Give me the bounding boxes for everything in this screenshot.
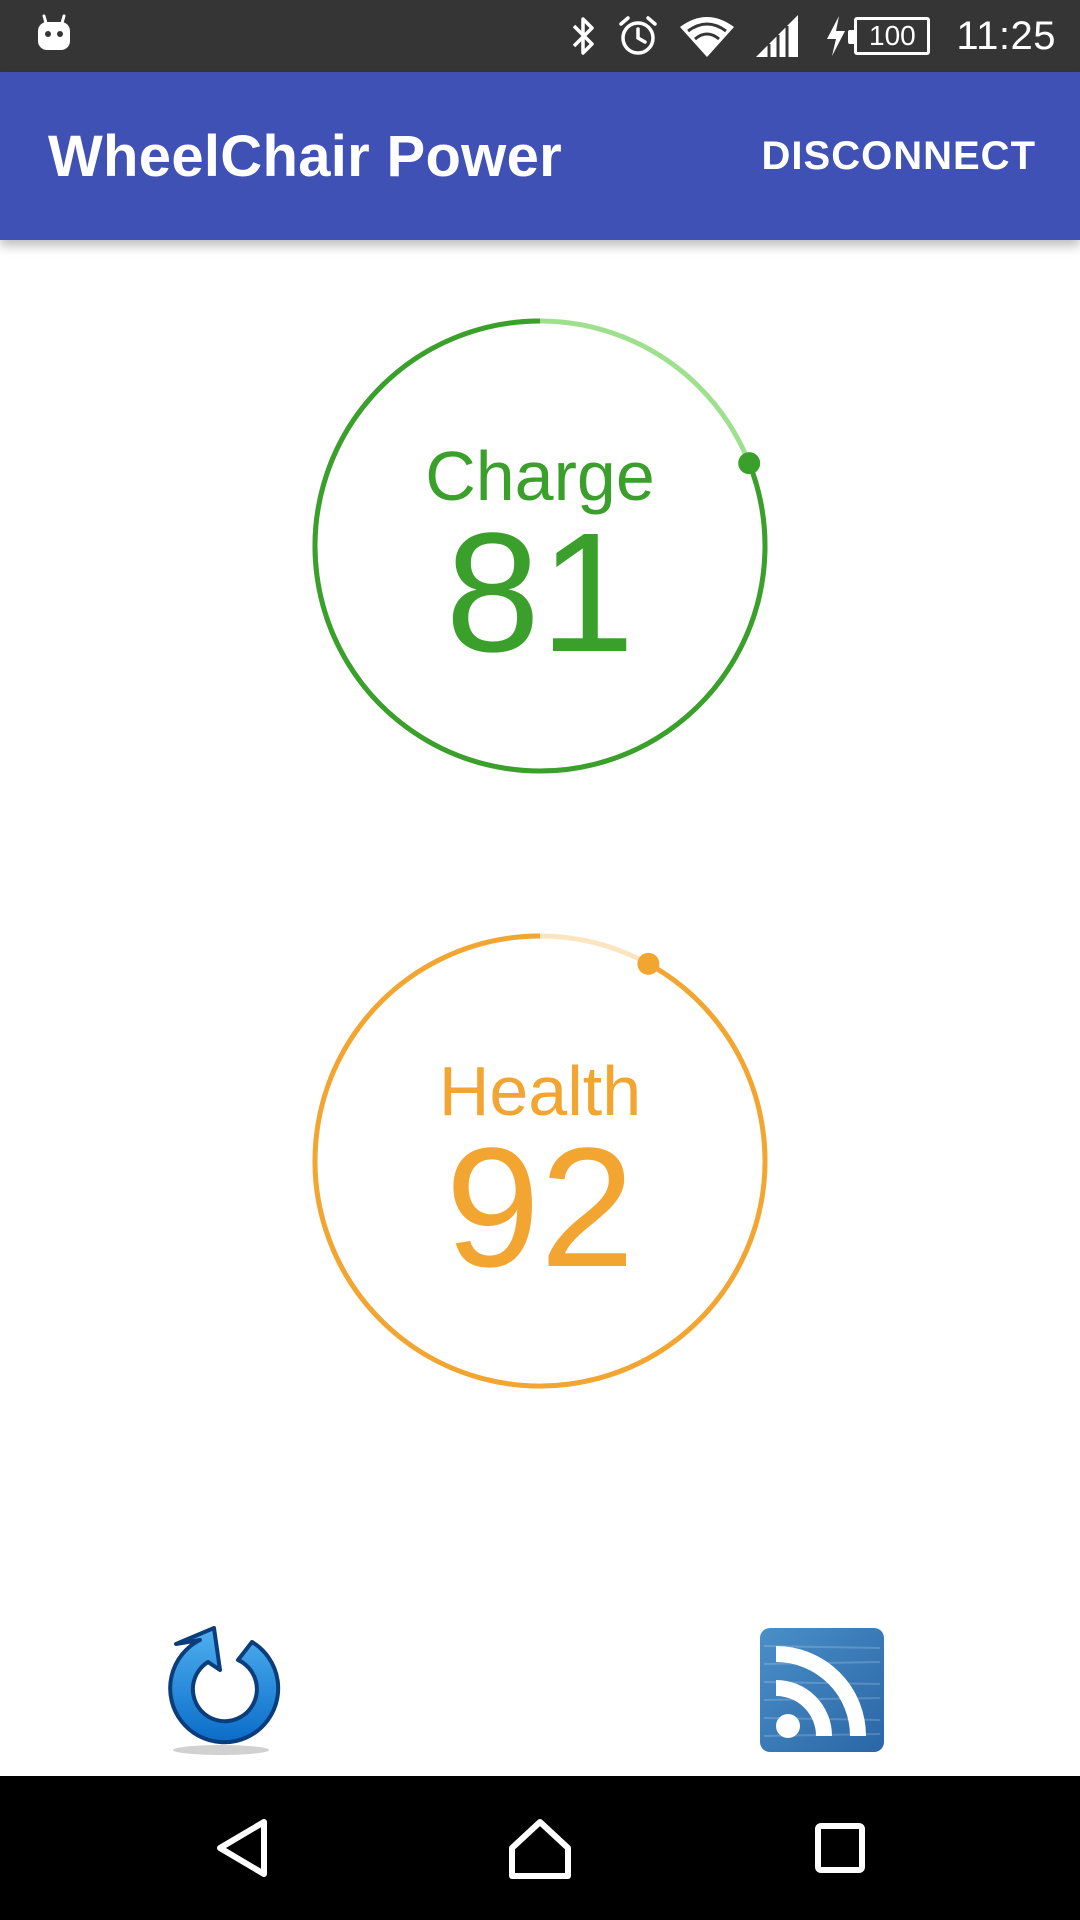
rss-button[interactable]: [758, 1626, 886, 1754]
charge-gauge: Charge 81: [310, 316, 770, 776]
status-icons: 100 11:25: [552, 0, 1056, 72]
refresh-button[interactable]: [154, 1622, 288, 1756]
bluetooth-icon: [570, 14, 598, 58]
clock: 11:25: [956, 13, 1056, 58]
charge-value: 81: [445, 498, 635, 688]
health-gauge-knob: [637, 952, 660, 975]
refresh-icon: [168, 1626, 281, 1755]
status-bar: 100 11:25: [0, 0, 1080, 72]
rss-icon: [760, 1628, 884, 1752]
recents-icon: [815, 1823, 865, 1873]
battery-level: 100: [848, 17, 931, 55]
cell-signal-icon: [754, 13, 800, 59]
charging-icon: [824, 14, 848, 58]
wifi-icon: [678, 13, 736, 59]
disconnect-button[interactable]: DISCONNECT: [754, 122, 1044, 190]
health-label: Health: [438, 1052, 642, 1130]
app-title: WheelChair Power: [48, 123, 563, 189]
back-button[interactable]: [202, 1808, 282, 1888]
charge-gauge-knob: [738, 452, 761, 475]
alarm-icon: [616, 14, 660, 58]
charge-gauge-arc: [312, 318, 768, 774]
app-bar: WheelChair Power DISCONNECT: [0, 72, 1080, 240]
back-icon: [217, 1819, 267, 1877]
battery-indicator: 100: [816, 14, 931, 58]
charge-gauge-ring: [312, 318, 768, 774]
health-gauge-arc: [312, 933, 768, 1389]
home-button[interactable]: [500, 1808, 580, 1888]
navigation-bar: [0, 1776, 1080, 1920]
health-value: 92: [445, 1113, 635, 1303]
health-gauge: Health 92: [310, 931, 770, 1391]
charge-label: Charge: [425, 437, 655, 515]
health-gauge-ring: [312, 933, 768, 1389]
recents-button[interactable]: [800, 1808, 880, 1888]
home-icon: [509, 1819, 571, 1879]
android-robot-icon: [34, 14, 74, 54]
